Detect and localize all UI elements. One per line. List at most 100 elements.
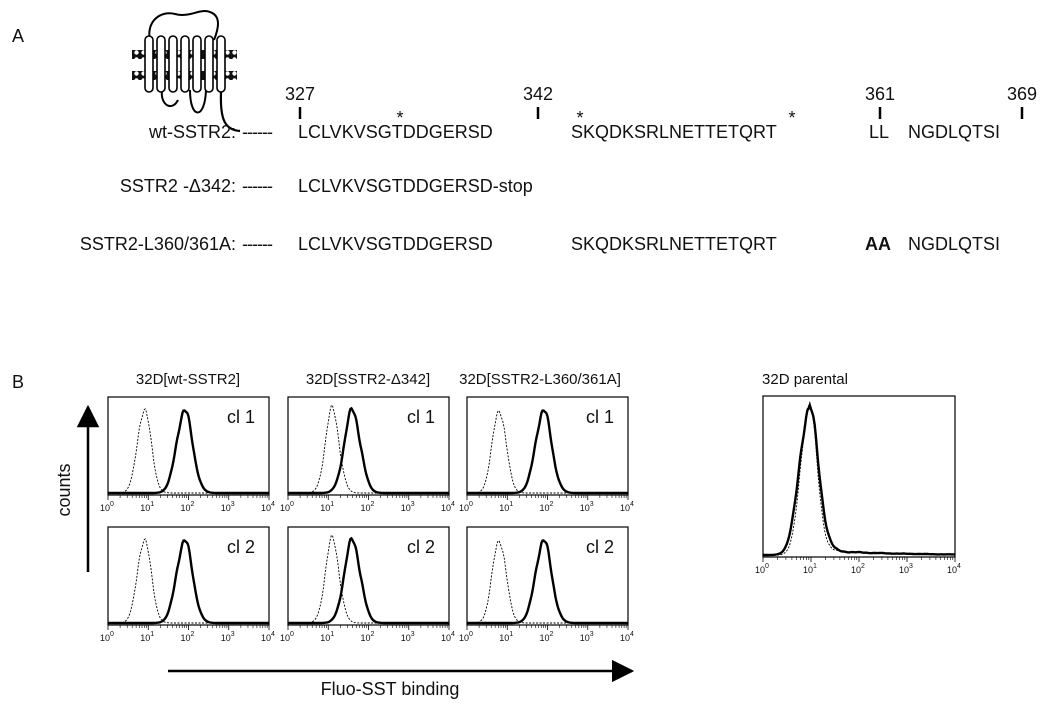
x-tick-base: 10 (261, 633, 271, 643)
x-tick-exponent: 2 (371, 501, 375, 508)
x-axis-label: Fluo-SST binding (321, 679, 460, 699)
histogram-title: 32D[wt-SSTR2] (136, 371, 240, 388)
x-tick-base: 10 (620, 503, 630, 513)
x-tick-exponent: 3 (590, 631, 594, 638)
x-tick-exponent: 0 (290, 501, 294, 508)
figure: A327342361369***wt-SSTR2:------LCLVKVSGT… (0, 0, 1042, 700)
sequence-segment: LCLVKVSGTDDGERSD-stop (298, 176, 533, 196)
clone-label: cl 1 (407, 407, 435, 427)
clone-label: cl 1 (227, 407, 255, 427)
x-tick-exponent: 4 (451, 631, 455, 638)
x-tick-base: 10 (755, 565, 765, 575)
residue-number: 369 (1007, 84, 1037, 104)
x-tick-exponent: 0 (469, 631, 473, 638)
x-tick-base: 10 (441, 503, 451, 513)
construct-name: wt-SSTR2: (148, 122, 236, 142)
x-tick-base: 10 (100, 633, 110, 643)
x-tick-base: 10 (401, 503, 411, 513)
x-tick-base: 10 (140, 503, 150, 513)
x-tick-exponent: 4 (630, 501, 634, 508)
clone-label: cl 2 (227, 537, 255, 557)
x-tick-exponent: 1 (509, 631, 513, 638)
residue-number: 361 (865, 84, 895, 104)
x-tick-exponent: 0 (110, 501, 114, 508)
x-tick-base: 10 (180, 633, 190, 643)
sequence-segment: LCLVKVSGTDDGERSD (298, 122, 493, 142)
x-tick-exponent: 3 (590, 501, 594, 508)
x-tick-exponent: 3 (231, 501, 235, 508)
x-tick-exponent: 0 (765, 563, 769, 570)
sequence-segment: AA (865, 234, 891, 254)
x-tick-exponent: 0 (110, 631, 114, 638)
sequence-segment: SKQDKSRLNETTETQRT (571, 234, 777, 254)
x-tick-exponent: 1 (150, 631, 154, 638)
x-tick-exponent: 4 (271, 631, 275, 638)
receptor-icon (132, 11, 240, 131)
x-tick-base: 10 (580, 633, 590, 643)
x-tick-base: 10 (499, 503, 509, 513)
x-tick-base: 10 (851, 565, 861, 575)
x-tick-exponent: 2 (550, 501, 554, 508)
x-tick-exponent: 1 (150, 501, 154, 508)
x-tick-base: 10 (441, 633, 451, 643)
x-tick-base: 10 (499, 633, 509, 643)
construct-name: SSTR2 -Δ342: (120, 176, 236, 196)
sequence-dashes: ------ (242, 122, 273, 142)
residue-number: 327 (285, 84, 315, 104)
x-tick-exponent: 2 (191, 501, 195, 508)
sequence-segment: LL (869, 122, 889, 142)
x-tick-base: 10 (580, 503, 590, 513)
x-tick-exponent: 1 (330, 631, 334, 638)
sequence-segment: NGDLQTSI (908, 234, 1000, 254)
construct-name: SSTR2-L360/361A: (80, 234, 236, 254)
x-tick-base: 10 (100, 503, 110, 513)
y-axis-label: counts (54, 463, 74, 516)
histogram-frame (763, 396, 955, 557)
x-tick-base: 10 (261, 503, 271, 513)
panel-label: A (12, 26, 24, 46)
x-tick-exponent: 4 (957, 563, 961, 570)
x-tick-base: 10 (803, 565, 813, 575)
x-tick-base: 10 (320, 633, 330, 643)
x-tick-exponent: 0 (290, 631, 294, 638)
clone-label: cl 2 (407, 537, 435, 557)
x-tick-base: 10 (140, 633, 150, 643)
residue-number: 342 (523, 84, 553, 104)
x-tick-base: 10 (280, 503, 290, 513)
x-tick-base: 10 (899, 565, 909, 575)
x-tick-base: 10 (947, 565, 957, 575)
x-tick-base: 10 (280, 633, 290, 643)
x-tick-base: 10 (459, 633, 469, 643)
control-histogram (763, 403, 955, 555)
histogram-title: 32D[SSTR2-L360/361A] (459, 371, 621, 388)
sequence-segment: NGDLQTSI (908, 122, 1000, 142)
x-tick-base: 10 (180, 503, 190, 513)
x-tick-exponent: 4 (451, 501, 455, 508)
x-tick-base: 10 (221, 633, 231, 643)
x-tick-exponent: 4 (630, 631, 634, 638)
x-tick-base: 10 (539, 503, 549, 513)
x-tick-exponent: 3 (231, 631, 235, 638)
x-tick-exponent: 1 (813, 563, 817, 570)
x-tick-exponent: 4 (271, 501, 275, 508)
x-tick-base: 10 (320, 503, 330, 513)
x-tick-exponent: 1 (509, 501, 513, 508)
phospho-site: * (788, 108, 795, 128)
x-tick-base: 10 (620, 633, 630, 643)
histogram-title: 32D parental (762, 371, 848, 388)
x-tick-base: 10 (459, 503, 469, 513)
histogram-title: 32D[SSTR2-Δ342] (306, 371, 430, 388)
x-tick-exponent: 3 (411, 631, 415, 638)
sequence-segment: LCLVKVSGTDDGERSD (298, 234, 493, 254)
x-tick-exponent: 2 (191, 631, 195, 638)
sequence-dashes: ------ (242, 176, 273, 196)
x-tick-exponent: 3 (909, 563, 913, 570)
x-tick-base: 10 (401, 633, 411, 643)
x-tick-exponent: 1 (330, 501, 334, 508)
clone-label: cl 2 (586, 537, 614, 557)
sequence-segment: SKQDKSRLNETTETQRT (571, 122, 777, 142)
panel-label: B (12, 372, 24, 392)
x-tick-base: 10 (360, 633, 370, 643)
x-tick-exponent: 3 (411, 501, 415, 508)
x-tick-exponent: 0 (469, 501, 473, 508)
